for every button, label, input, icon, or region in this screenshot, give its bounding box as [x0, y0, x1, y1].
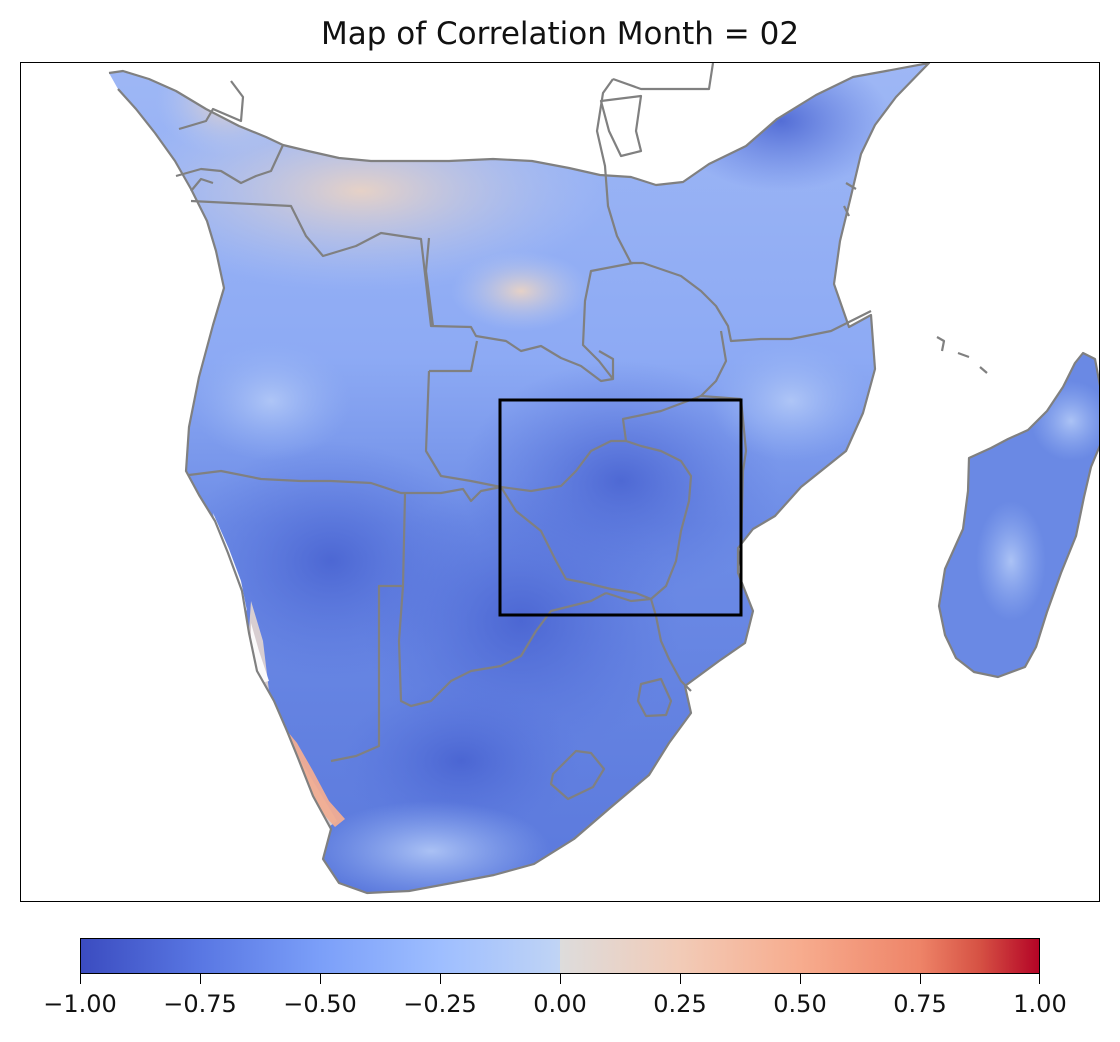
- colorbar-tick: [440, 974, 441, 984]
- correlation-field-madagascar: [939, 353, 1099, 677]
- colorbar-tick: [560, 974, 561, 984]
- study-area-box: [498, 398, 743, 617]
- colorbar-tick-label: 0.50: [773, 990, 827, 1018]
- map-title: Map of Correlation Month = 02: [320, 16, 800, 52]
- colorbar-tick-label: −0.25: [403, 990, 477, 1018]
- colorbar-tick: [80, 974, 81, 984]
- colorbar-tick: [800, 974, 801, 984]
- colorbar-tick: [680, 974, 681, 984]
- colorbar-tick: [920, 974, 921, 984]
- colorbar-tick: [1039, 974, 1040, 984]
- colorbar-tick-label: 0.25: [653, 990, 707, 1018]
- map-panel: [20, 62, 1100, 902]
- colorbar-tick-label: 0.00: [533, 990, 587, 1018]
- colorbar-tick-label: −1.00: [43, 990, 117, 1018]
- map-svg: [108, 63, 1099, 895]
- colorbar-tick-label: −0.50: [283, 990, 357, 1018]
- country-borders: [108, 63, 1099, 895]
- colorbar-tick-label: 0.75: [893, 990, 947, 1018]
- colorbar-tick-label: 1.00: [1013, 990, 1067, 1018]
- colorbar-tick: [320, 974, 321, 984]
- colorbar-tick: [200, 974, 201, 984]
- colorbar: [80, 938, 1040, 974]
- correlation-field-mainland: [109, 63, 929, 893]
- colorbar-tick-label: −0.75: [163, 990, 237, 1018]
